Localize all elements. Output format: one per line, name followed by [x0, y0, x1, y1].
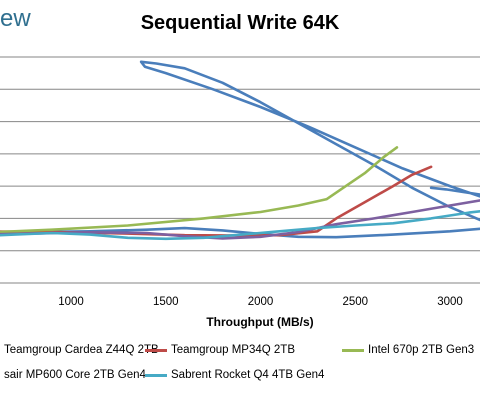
legend-item-series-3: sair MP600 Core 2TB Gen4: [0, 369, 146, 381]
legend-label-0: Teamgroup Cardea Z44Q 2TB: [4, 344, 159, 356]
chart-legend: Teamgroup Cardea Z44Q 2TB Teamgroup MP34…: [0, 340, 480, 400]
legend-swatch-4: [145, 373, 167, 377]
brand-logo-text: ew: [0, 5, 31, 32]
legend-swatch-2: [342, 348, 364, 352]
x-tick-label: 2500: [342, 296, 368, 308]
legend-label-1: Teamgroup MP34Q 2TB: [171, 344, 296, 356]
legend-item-series-1: Teamgroup MP34Q 2TB: [145, 344, 295, 356]
x-tick-label: 3000: [437, 296, 463, 308]
chart-title: Sequential Write 64K: [140, 12, 340, 34]
x-tick-label: 2000: [248, 296, 274, 308]
series-line-2: [0, 146, 399, 234]
legend-item-series-0: Teamgroup Cardea Z44Q 2TB: [0, 344, 159, 356]
x-axis-label: Throughput (MB/s): [206, 315, 314, 329]
x-tick-label: 1500: [153, 296, 179, 308]
series-line-3: [0, 199, 480, 240]
series-line-4: [0, 210, 480, 241]
legend-swatch-1: [145, 348, 167, 352]
legend-label-2: Intel 670p 2TB Gen3: [368, 344, 475, 356]
series-line-0: [0, 60, 480, 239]
legend-item-series-2: Intel 670p 2TB Gen3: [342, 344, 474, 356]
legend-label-4: Sabrent Rocket Q4 4TB Gen4: [171, 369, 325, 381]
legend-item-series-4: Sabrent Rocket Q4 4TB Gen4: [145, 369, 324, 381]
x-tick-label: 1000: [58, 296, 84, 308]
legend-label-3: sair MP600 Core 2TB Gen4: [4, 369, 146, 381]
